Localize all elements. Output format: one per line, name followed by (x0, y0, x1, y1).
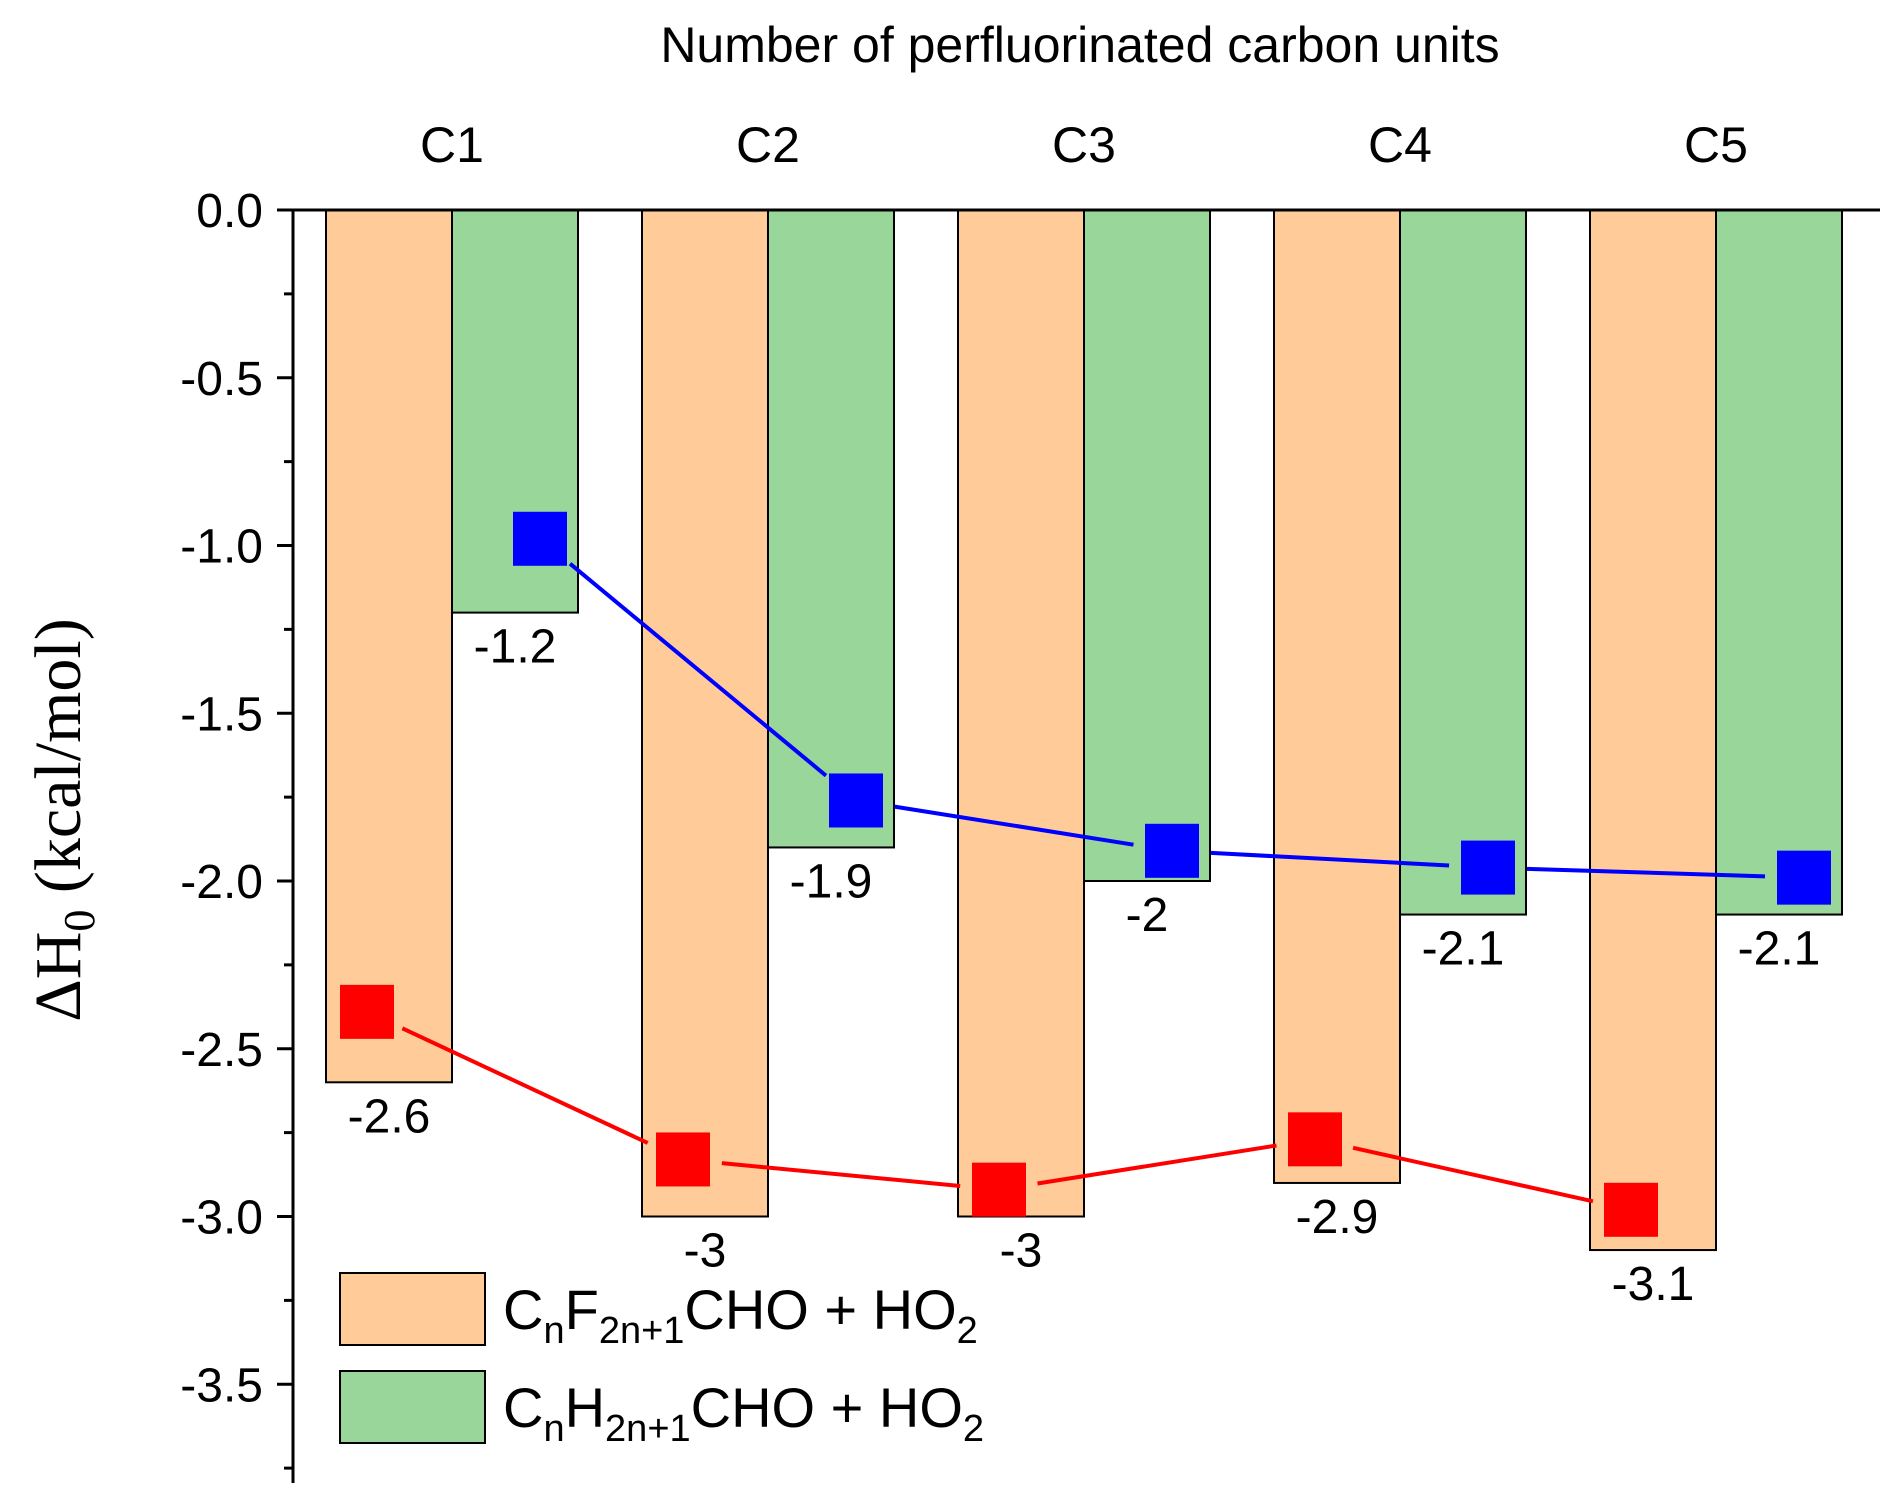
bar (1083, 209, 1211, 882)
bar (957, 209, 1085, 1218)
category-label: C4 (1368, 117, 1432, 173)
series-line-segment (1037, 1143, 1277, 1186)
series-marker (656, 1132, 710, 1187)
bar-value-label: -2.6 (348, 1090, 431, 1143)
series-marker (1604, 1182, 1658, 1237)
category-label: C2 (736, 117, 800, 173)
plot-area: 0.0 -0.5 -1.0 -1.5 -2.0 -2.5 -3.0 -3.5 C1 C2 C3 C4 C… (22, 117, 1880, 1483)
series-marker (1145, 823, 1199, 878)
series-line-segment (1352, 1145, 1594, 1204)
bar-value-label: -2 (1126, 889, 1169, 942)
series-marker (1288, 1112, 1342, 1167)
bar (1273, 209, 1401, 1184)
series-marker (340, 984, 394, 1039)
series-line-segment (721, 1161, 961, 1188)
y-tick-label: -2.0 (180, 856, 263, 909)
bar-value-label: -3 (684, 1225, 727, 1278)
y-tick-label: -1.0 (180, 521, 263, 574)
series-marker (513, 511, 567, 566)
series-line-segment (568, 562, 828, 778)
bar-value-label: -2.1 (1738, 923, 1821, 976)
y-tick-label: -0.5 (180, 353, 263, 406)
y-tick-label: -3.0 (180, 1192, 263, 1245)
bar-value-label: -2.1 (1422, 923, 1505, 976)
series-marker (1461, 840, 1515, 895)
y-tick-label: -3.5 (180, 1359, 263, 1412)
series-line-segment (401, 1026, 649, 1145)
category-label: C3 (1052, 117, 1116, 173)
series-line-segment (894, 804, 1134, 847)
bar (325, 209, 453, 1084)
series-line-segment (1210, 850, 1450, 868)
series-marker (829, 773, 883, 828)
bar (1589, 209, 1717, 1252)
bar-value-label: -2.9 (1296, 1191, 1379, 1244)
legend-swatch (339, 1370, 486, 1444)
y-tick-label: 0.0 (196, 185, 263, 238)
legend-label: CnH2n+1CHO + HO2 (503, 1376, 984, 1450)
bar-value-label: -3 (1000, 1225, 1043, 1278)
bar (1399, 209, 1527, 916)
bar (767, 209, 895, 849)
series-line-segment (1526, 866, 1766, 879)
legend-swatch (339, 1272, 486, 1346)
series-marker (1777, 850, 1831, 905)
x-axis-title: Number of perfluorinated carbon units (660, 17, 1499, 73)
legend-label: CnF2n+1CHO + HO2 (503, 1278, 978, 1352)
y-axis-title: ΔH0 (kcal/mol) (22, 618, 104, 1022)
bar (641, 209, 769, 1218)
y-tick-label: -2.5 (180, 1024, 263, 1077)
y-tick-label: -1.5 (180, 688, 263, 741)
bar-value-label: -3.1 (1612, 1258, 1695, 1311)
series-marker (972, 1162, 1026, 1217)
bar (1715, 209, 1843, 916)
bar-value-label: -1.9 (790, 855, 873, 908)
category-label: C5 (1684, 117, 1748, 173)
category-label: C1 (420, 117, 484, 173)
bar-value-label: -1.2 (474, 621, 557, 674)
